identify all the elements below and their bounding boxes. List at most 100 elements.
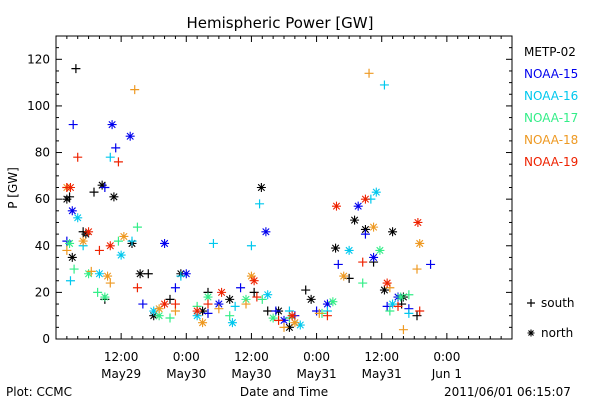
x-tick-date-label: Jun 1 xyxy=(431,367,462,381)
south-point xyxy=(89,187,99,197)
north-point xyxy=(149,306,159,316)
x-tick-date-label: May30 xyxy=(166,367,206,381)
marker-legend-label: south xyxy=(541,296,575,310)
north-point xyxy=(198,318,208,328)
south-point xyxy=(279,322,289,332)
north-point xyxy=(256,183,266,192)
north-point xyxy=(78,236,88,246)
y-axis-label: P [GW] xyxy=(6,167,20,209)
south-point xyxy=(314,308,324,318)
north-point xyxy=(375,245,385,255)
south-point xyxy=(274,315,284,325)
north-point xyxy=(84,227,94,237)
south-point xyxy=(170,299,180,309)
south-point xyxy=(385,306,395,316)
south-point xyxy=(230,301,240,311)
south-point xyxy=(333,259,343,269)
x-tick-label: 0:00 xyxy=(303,350,330,364)
south-point xyxy=(203,308,213,318)
south-point xyxy=(263,306,273,316)
x-tick-date-label: May30 xyxy=(231,367,271,381)
south-point xyxy=(203,299,213,309)
y-tick-label: 80 xyxy=(35,146,50,160)
north-point xyxy=(344,245,354,255)
north-point xyxy=(339,271,349,281)
north-point xyxy=(328,297,338,307)
south-point xyxy=(73,152,83,162)
north-point xyxy=(382,278,392,288)
north-point xyxy=(97,180,107,190)
north-point xyxy=(198,306,208,316)
south-point xyxy=(208,238,218,248)
north-point xyxy=(65,183,75,192)
north-point xyxy=(62,194,72,204)
south-point xyxy=(249,287,259,297)
south-point xyxy=(301,285,311,295)
south-point xyxy=(412,264,422,274)
south-point xyxy=(246,241,256,251)
legend-entry: NOAA-18 xyxy=(524,133,578,147)
south-point xyxy=(138,299,148,309)
north-point xyxy=(214,299,224,309)
south-point xyxy=(379,80,389,90)
north-point xyxy=(261,227,271,237)
south-point xyxy=(225,311,235,321)
plus-marker xyxy=(527,299,535,307)
north-point xyxy=(160,299,170,309)
north-point xyxy=(181,269,191,279)
x-tick-date-label: May29 xyxy=(101,367,141,381)
south-point xyxy=(257,294,267,304)
north-point xyxy=(203,292,213,302)
north-point xyxy=(369,252,379,262)
south-point xyxy=(105,278,115,288)
south-point xyxy=(127,236,137,246)
south-point xyxy=(404,290,414,300)
south-point xyxy=(236,283,246,293)
south-point xyxy=(68,120,78,130)
north-point xyxy=(100,292,110,302)
south-point xyxy=(105,152,115,162)
north-point xyxy=(192,306,202,316)
series-noaa-16 xyxy=(65,80,414,330)
series-noaa-15 xyxy=(62,120,436,325)
south-point xyxy=(360,229,370,239)
south-point xyxy=(397,299,407,309)
north-point xyxy=(295,320,305,330)
legend: METP-02 NOAA-15 NOAA-16 NOAA-17 NOAA-18 NOAA-… xyxy=(524,45,578,169)
north-point xyxy=(360,194,370,204)
north-point xyxy=(290,318,300,328)
north-point xyxy=(116,250,126,260)
south-point xyxy=(132,283,142,293)
y-tick-label: 120 xyxy=(27,52,50,66)
south-point xyxy=(426,259,436,269)
north-point xyxy=(154,304,164,314)
north-point xyxy=(73,213,83,223)
series-noaa-17 xyxy=(65,222,414,323)
south-point xyxy=(100,183,110,192)
north-point xyxy=(396,292,406,302)
x-tick-date-label: May31 xyxy=(297,367,337,381)
north-point xyxy=(353,201,363,211)
series-noaa-19 xyxy=(62,152,425,325)
south-point xyxy=(111,143,121,153)
north-point xyxy=(94,269,104,279)
south-point xyxy=(94,245,104,255)
north-point xyxy=(107,120,117,130)
south-point xyxy=(143,269,153,279)
north-point xyxy=(103,271,113,281)
south-point xyxy=(113,157,123,167)
north-point xyxy=(125,131,135,141)
north-point xyxy=(135,269,145,279)
x-tick-label: 12:00 xyxy=(364,350,399,364)
north-point xyxy=(67,206,77,216)
x-tick-label: 12:00 xyxy=(234,350,269,364)
legend-entry: NOAA-16 xyxy=(524,89,578,103)
south-point xyxy=(364,68,374,78)
north-point xyxy=(119,231,129,241)
south-point xyxy=(393,301,403,311)
north-point xyxy=(65,238,75,248)
north-point xyxy=(241,294,251,304)
south-point xyxy=(165,294,175,304)
y-axis: 0 20 40 60 80 100 120 xyxy=(27,35,512,346)
south-point xyxy=(65,276,75,286)
